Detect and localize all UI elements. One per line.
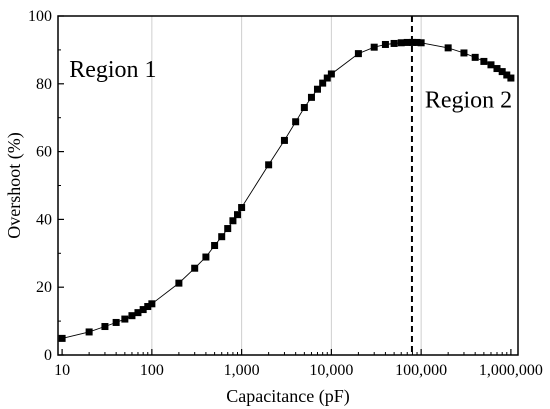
data-point [403, 38, 411, 46]
data-point [408, 38, 416, 46]
data-point [191, 264, 199, 272]
data-point [265, 161, 273, 169]
data-point [507, 74, 515, 82]
data-point [202, 253, 210, 261]
data-point [354, 50, 362, 58]
x-tick-label: 1,000 [224, 362, 260, 379]
gridlines [151, 16, 422, 355]
data-point [101, 323, 109, 331]
data-point [319, 79, 327, 87]
data-point [238, 204, 246, 212]
data-point [370, 43, 378, 51]
data-point [307, 93, 315, 101]
data-point [313, 85, 321, 93]
data-point [134, 309, 142, 317]
data-point [148, 300, 156, 308]
y-tick-label: 60 [36, 144, 52, 161]
data-point [327, 70, 335, 78]
y-tick-label: 40 [36, 211, 52, 228]
x-tick-label: 10,000 [309, 362, 353, 379]
y-tick-label: 80 [36, 76, 52, 93]
data-point [175, 279, 183, 287]
y-tick-label: 0 [44, 347, 52, 364]
data-point [480, 57, 488, 65]
data-point [234, 211, 242, 219]
region-label: Region 2 [425, 88, 512, 114]
data-point [224, 225, 232, 233]
data-point [128, 312, 136, 320]
data-markers [58, 38, 515, 342]
data-point [413, 38, 421, 46]
data-point [280, 136, 288, 144]
data-point [381, 40, 389, 48]
axis-labels: Capacitance (pF) Overshoot (%) [4, 132, 350, 407]
x-tick-label: 100 [140, 362, 164, 379]
data-point [323, 74, 331, 82]
data-point [292, 118, 300, 126]
data-point [471, 53, 479, 61]
y-tick-label: 20 [36, 279, 52, 296]
data-point [397, 39, 405, 47]
data-point [487, 61, 495, 69]
data-point [498, 68, 506, 76]
annotations: Region 1 Region 2 [69, 57, 512, 114]
data-point [417, 39, 425, 47]
data-point [218, 233, 226, 241]
data-point [229, 217, 237, 225]
data-point [85, 328, 93, 336]
data-point [300, 104, 308, 112]
data-point [112, 318, 120, 326]
data-point [139, 306, 147, 314]
data-point [121, 315, 129, 323]
x-axis-label: Capacitance (pF) [226, 386, 349, 407]
data-point [503, 71, 511, 79]
y-axis-label: Overshoot (%) [4, 132, 25, 238]
data-point [58, 334, 66, 342]
data-point [460, 49, 468, 57]
data-point [493, 65, 501, 73]
data-point [211, 242, 219, 250]
x-tick-label: 100,000 [395, 362, 447, 379]
data-point [144, 303, 152, 311]
data-point [390, 39, 398, 47]
x-tick-label: 10 [54, 362, 70, 379]
data-point [444, 44, 452, 52]
y-tick-label: 100 [28, 8, 52, 25]
x-tick-label: 1,000,000 [479, 362, 543, 379]
region-label: Region 1 [69, 57, 156, 83]
axis-ticks: 10 100 1,000 10,000 100,000 1,000,000 0 20 40 60 8… [28, 8, 543, 379]
